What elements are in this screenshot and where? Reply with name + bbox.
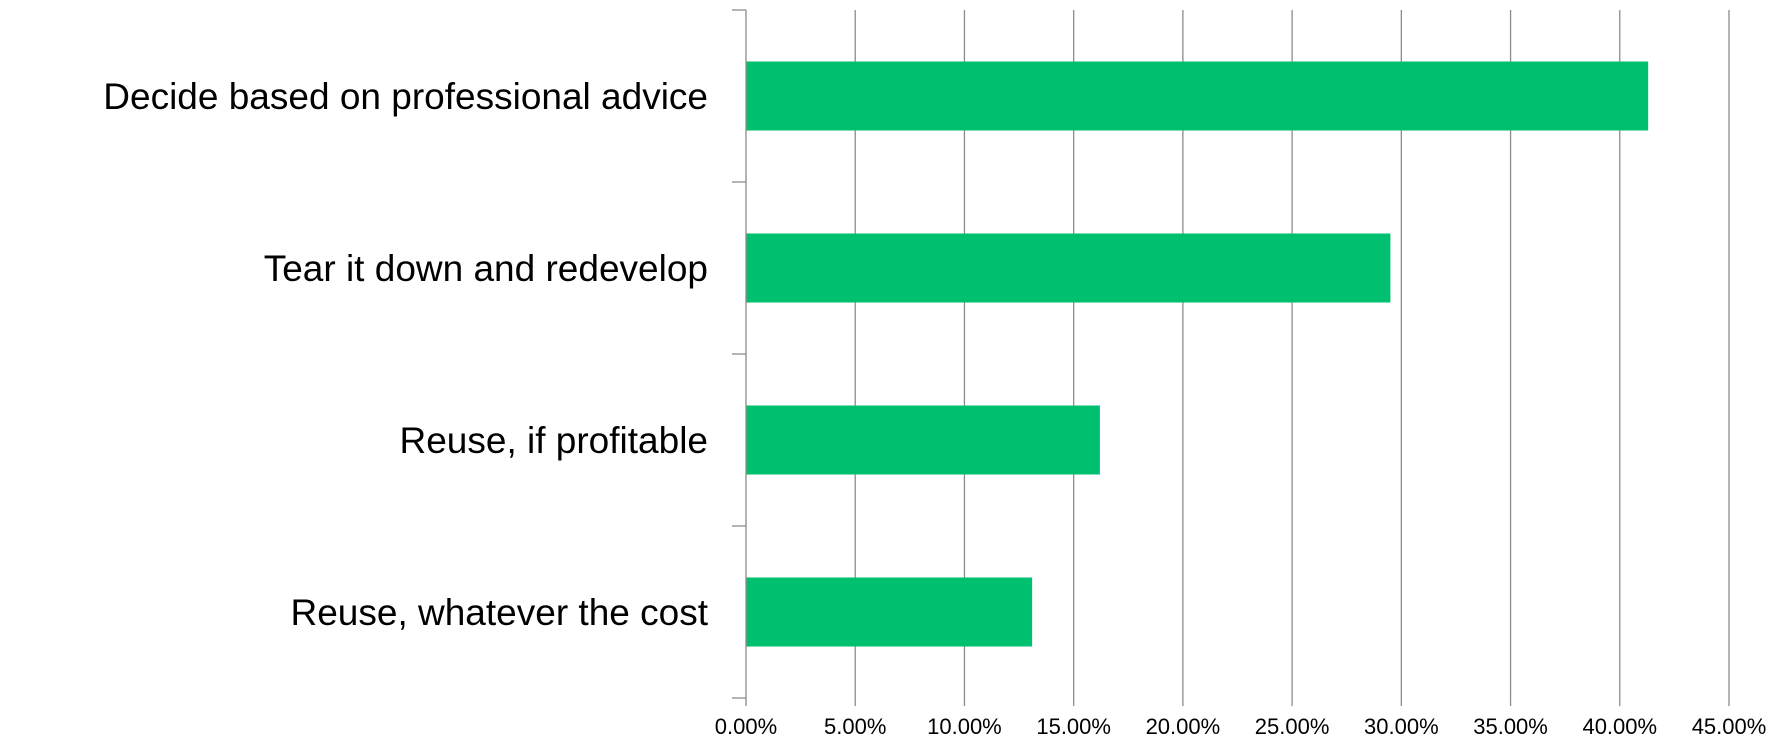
- bar-1: [746, 61, 1649, 131]
- x-tick-label-2: 10.00%: [927, 714, 1002, 739]
- x-tick-label-3: 15.00%: [1036, 714, 1111, 739]
- category-label-3: Reuse, if profitable: [399, 420, 708, 461]
- category-label-4: Reuse, whatever the cost: [291, 592, 709, 633]
- bar-4: [746, 577, 1033, 647]
- x-tick-label-6: 30.00%: [1364, 714, 1439, 739]
- bar-2: [746, 233, 1391, 303]
- bar-layer: [746, 61, 1649, 647]
- axis-layer: [732, 9, 1730, 706]
- x-tick-label-0: 0.00%: [715, 714, 777, 739]
- x-tick-label-7: 35.00%: [1473, 714, 1548, 739]
- x-tick-label-5: 25.00%: [1255, 714, 1330, 739]
- category-label-1: Decide based on professional advice: [103, 76, 708, 117]
- x-tick-label-8: 40.00%: [1582, 714, 1657, 739]
- bar-3: [746, 405, 1100, 475]
- category-label-2: Tear it down and redevelop: [264, 248, 708, 289]
- x-tick-label-9: 45.00%: [1692, 714, 1767, 739]
- label-layer: 0.00% 5.00% 10.00% 15.00% 20.00% 25.00% 30.00%…: [103, 76, 1766, 739]
- x-tick-label-4: 20.00%: [1146, 714, 1221, 739]
- x-tick-label-1: 5.00%: [824, 714, 886, 739]
